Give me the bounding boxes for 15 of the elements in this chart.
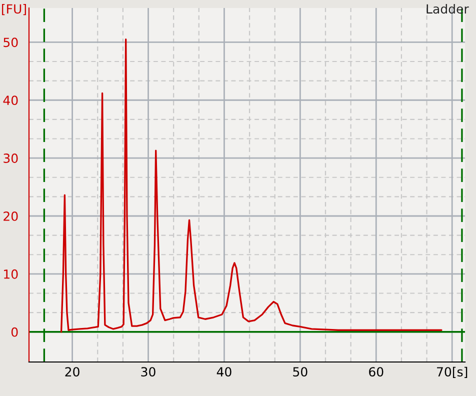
y-tick-label: 50	[4, 38, 18, 48]
y-axis-title: [FU]	[2, 4, 26, 16]
x-tick-label: 20	[65, 367, 80, 377]
x-tick-label: 40	[216, 367, 232, 377]
x-tick-label: 70[s]	[437, 366, 468, 378]
y-tick-label: 10	[4, 269, 18, 279]
x-tick-label: 30	[141, 367, 156, 377]
y-tick-label: 20	[4, 211, 18, 221]
chart-title: Ladder	[426, 4, 469, 14]
y-tick-label: 0	[11, 327, 18, 337]
y-tick-label: 30	[4, 154, 18, 163]
y-tick-label: 40	[3, 96, 18, 106]
x-tick-label: 50	[293, 367, 308, 377]
x-tick-label: 60	[369, 367, 384, 377]
line-series	[60, 38, 442, 333]
